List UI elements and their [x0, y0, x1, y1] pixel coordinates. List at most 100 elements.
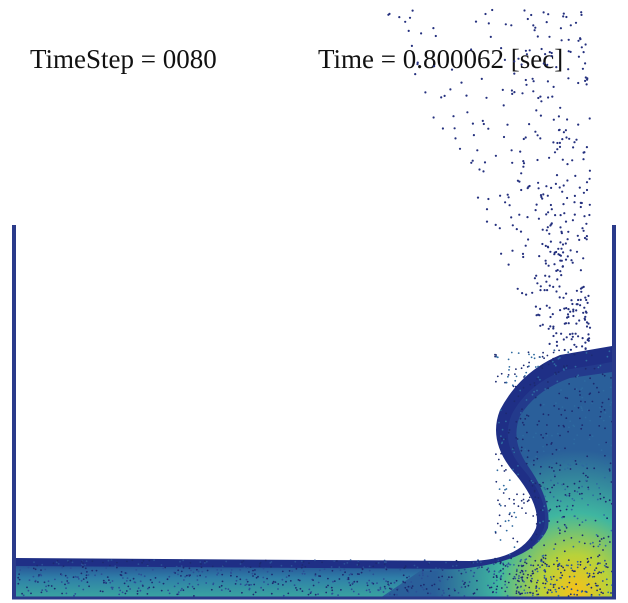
particle: [513, 575, 516, 578]
particle: [545, 577, 547, 580]
particle: [188, 583, 191, 585]
particle: [573, 194, 577, 197]
particle: [524, 136, 527, 139]
particle: [498, 421, 500, 424]
particle: [527, 449, 530, 452]
particle: [388, 587, 391, 590]
particle: [277, 583, 280, 585]
particle: [244, 584, 247, 586]
particle: [607, 398, 610, 401]
particle: [515, 375, 518, 378]
particle: [581, 521, 584, 523]
particle: [561, 158, 564, 161]
particle: [332, 580, 334, 583]
particle: [532, 515, 535, 517]
particle: [506, 594, 509, 597]
particle: [404, 586, 407, 589]
particle: [583, 215, 586, 218]
particle: [406, 576, 408, 579]
particle: [590, 354, 593, 357]
particle: [120, 571, 123, 573]
particle: [610, 592, 612, 594]
particle: [129, 588, 132, 590]
particle: [556, 482, 559, 485]
particle: [558, 128, 561, 131]
particle: [541, 509, 544, 512]
particle: [91, 569, 94, 572]
particle: [532, 24, 535, 27]
particle: [569, 420, 572, 423]
particle: [120, 574, 123, 577]
particle: [314, 559, 316, 562]
particle: [34, 568, 37, 571]
particle: [584, 43, 587, 46]
particle: [553, 548, 555, 550]
particle: [441, 575, 444, 578]
particle: [224, 587, 227, 590]
particle: [553, 253, 556, 256]
particle: [575, 322, 578, 325]
particle: [597, 545, 600, 548]
particle: [581, 424, 584, 426]
particle: [598, 554, 601, 557]
particle: [561, 406, 564, 409]
particle: [17, 582, 20, 585]
particle: [584, 310, 588, 313]
particle: [513, 502, 515, 505]
particle: [402, 581, 405, 583]
particle: [398, 16, 401, 19]
particle: [608, 499, 611, 502]
particle: [504, 565, 507, 567]
particle: [526, 576, 529, 579]
particle: [503, 470, 506, 472]
particle: [524, 448, 527, 451]
particle: [558, 564, 561, 567]
particle: [585, 298, 588, 302]
particle: [548, 520, 550, 522]
particle: [596, 483, 598, 485]
particle: [454, 589, 456, 592]
particle: [101, 590, 104, 593]
particle: [294, 560, 297, 563]
particle: [490, 586, 493, 589]
particle: [506, 563, 508, 566]
particle: [515, 573, 518, 576]
particle: [297, 579, 300, 581]
particle: [129, 579, 132, 582]
particle: [561, 516, 563, 519]
particle: [542, 11, 545, 14]
particle: [576, 234, 579, 237]
particle: [319, 575, 322, 578]
particle: [592, 572, 595, 575]
particle: [188, 567, 191, 570]
particle: [561, 243, 565, 246]
particle: [545, 500, 548, 503]
particle: [564, 220, 568, 223]
particle: [134, 581, 137, 584]
particle: [289, 580, 292, 582]
particle: [585, 235, 589, 238]
particle: [543, 544, 545, 547]
particle: [577, 123, 580, 126]
particle: [567, 230, 570, 233]
particle: [539, 289, 542, 292]
particle: [588, 326, 592, 329]
particle: [369, 591, 371, 593]
particle: [422, 574, 424, 577]
particle: [580, 400, 582, 403]
particle: [368, 569, 371, 572]
particle: [553, 474, 556, 476]
particle: [562, 131, 566, 134]
particle: [583, 380, 586, 382]
particle: [588, 409, 590, 412]
particle: [28, 579, 31, 581]
particle: [288, 570, 291, 572]
particle: [105, 567, 108, 569]
particle: [541, 560, 543, 563]
particle: [259, 561, 262, 564]
particle: [443, 94, 446, 97]
particle: [74, 575, 77, 578]
particle: [546, 194, 549, 197]
particle: [532, 481, 534, 484]
